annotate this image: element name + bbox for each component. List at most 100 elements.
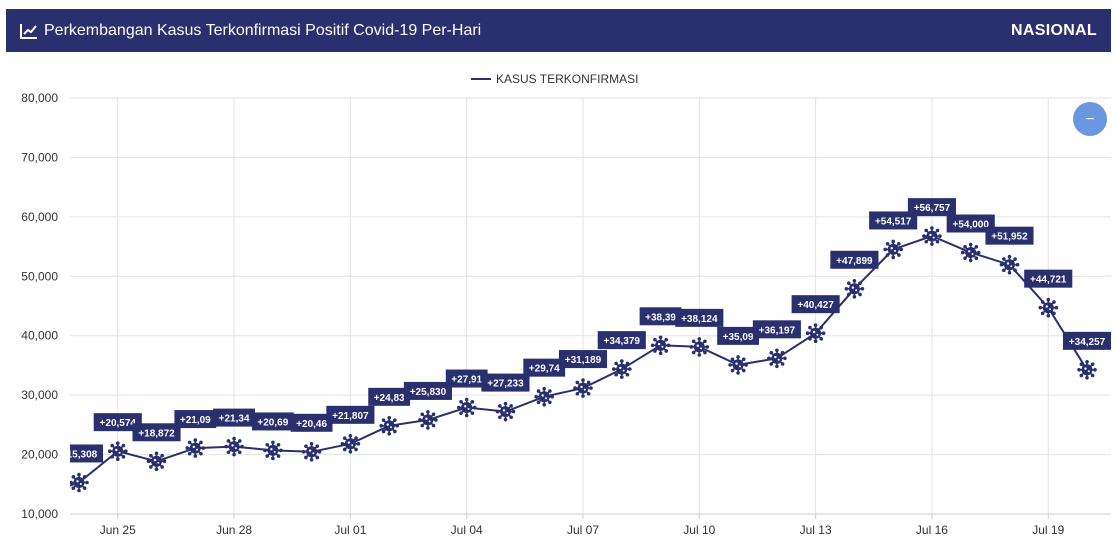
data-point[interactable] [69,472,89,493]
y-tick-label: 10,000 [21,507,58,521]
data-label-text: +15,308 [61,449,98,460]
chart-title: Perkembangan Kasus Terkonfirmasi Positif… [44,21,482,39]
data-point[interactable] [844,279,865,299]
data-point[interactable] [379,416,399,436]
y-tick-label: 20,000 [21,448,58,462]
data-point[interactable] [767,348,787,369]
data-label: +21,807 [326,405,375,424]
data-label-box [1024,269,1073,288]
x-tick-label: Jul 13 [800,523,832,537]
data-label: +20,574 [93,413,142,432]
data-label-text: +20,574 [100,418,137,429]
data-point[interactable] [456,397,477,418]
data-label-text: +34,379 [604,336,641,347]
data-label: +20,46 [290,413,333,432]
data-label: +25,830 [403,381,452,400]
data-point[interactable] [689,337,710,357]
data-label: +21,34 [213,408,255,427]
y-tick-label: 60,000 [21,210,58,224]
x-tick-label: Jul 07 [567,523,599,537]
data-label-text: +47,899 [836,256,873,267]
data-label-box [717,326,759,345]
data-label: +24,83 [368,387,411,406]
data-point[interactable] [883,239,903,260]
region-label: NASIONAL [1011,21,1097,39]
data-point[interactable] [534,386,554,407]
data-label-text: +34,257 [1069,337,1106,348]
data-point[interactable] [263,440,283,461]
data-label-box [481,373,530,392]
x-tick-label: Jul 04 [451,523,483,537]
data-label-text: +44,721 [1030,275,1067,286]
data-label-text: +56,757 [914,203,951,214]
y-tick-label: 30,000 [21,388,58,402]
data-label-text: +21,09 [180,415,211,426]
data-label-box [558,350,608,369]
x-tick-label: Jul 10 [683,523,715,537]
data-label-box [597,331,646,350]
data-point[interactable] [922,226,942,246]
data-point[interactable] [728,355,748,375]
data-label: +35,09 [717,326,759,345]
data-label-text: +54,000 [952,220,989,231]
data-label-box [639,307,682,326]
data-point[interactable] [999,254,1020,275]
data-point[interactable] [495,401,516,422]
data-label-box [326,405,375,424]
data-point[interactable] [1038,297,1059,318]
y-tick-label: 40,000 [21,329,58,343]
data-label: +38,124 [675,308,724,327]
data-label-box [985,226,1034,245]
x-tick-label: Jul 01 [334,523,366,537]
data-point[interactable] [108,441,128,461]
x-tick-label: Jul 19 [1032,523,1064,537]
data-label: +54,000 [946,214,995,233]
data-label-text: +31,189 [565,355,602,366]
data-label-text: +25,830 [410,387,447,398]
data-label: +51,952 [985,226,1034,245]
data-label-box [368,387,411,406]
data-point[interactable] [1077,360,1097,380]
zoom-out-button[interactable]: − [1073,102,1107,136]
x-tick-label: Jun 28 [216,523,252,537]
data-label-box [830,250,879,269]
data-label: +54,517 [869,211,918,230]
data-label: +47,899 [830,250,879,269]
series-group: +15,308 +20,574+18,872 +21,09 +21,34 +20,69 +… [61,198,1111,493]
data-label-box [869,211,918,230]
data-point[interactable] [573,378,593,398]
data-label: +31,189 [558,350,608,369]
legend[interactable]: KASUS TERKONFIRMASI [471,72,638,86]
data-point[interactable] [612,359,632,379]
data-label-box [93,413,142,432]
data-label-box [907,198,956,217]
data-label-text: +20,46 [296,419,327,430]
y-tick-label: 80,000 [21,91,58,105]
data-label-text: +38,124 [681,314,718,325]
series-line [70,235,1088,487]
data-label-text: +21,34 [219,414,250,425]
data-label: +38,39 [639,307,682,326]
data-point[interactable] [224,436,244,457]
data-label-text: +54,517 [875,216,912,227]
data-label-box [445,369,488,388]
data-point[interactable] [805,323,826,343]
data-point[interactable] [960,242,981,263]
data-point[interactable] [146,451,167,472]
data-label: +34,257 [1062,331,1111,350]
data-point[interactable] [185,438,206,458]
data-label-box [213,408,255,427]
data-label-text: +24,83 [374,393,405,404]
data-label: +34,379 [597,331,646,350]
data-label-text: +27,233 [487,379,524,390]
data-point[interactable] [418,410,438,430]
data-label: +20,69 [251,412,294,431]
data-label: +18,872 [132,423,181,442]
data-point[interactable] [650,335,671,356]
data-point[interactable] [301,442,322,462]
data-point[interactable] [340,434,361,454]
data-label-box [523,358,566,377]
data-label-text: +35,09 [723,332,754,343]
data-label-text: +40,427 [797,300,834,311]
data-label: +56,757 [907,198,956,217]
